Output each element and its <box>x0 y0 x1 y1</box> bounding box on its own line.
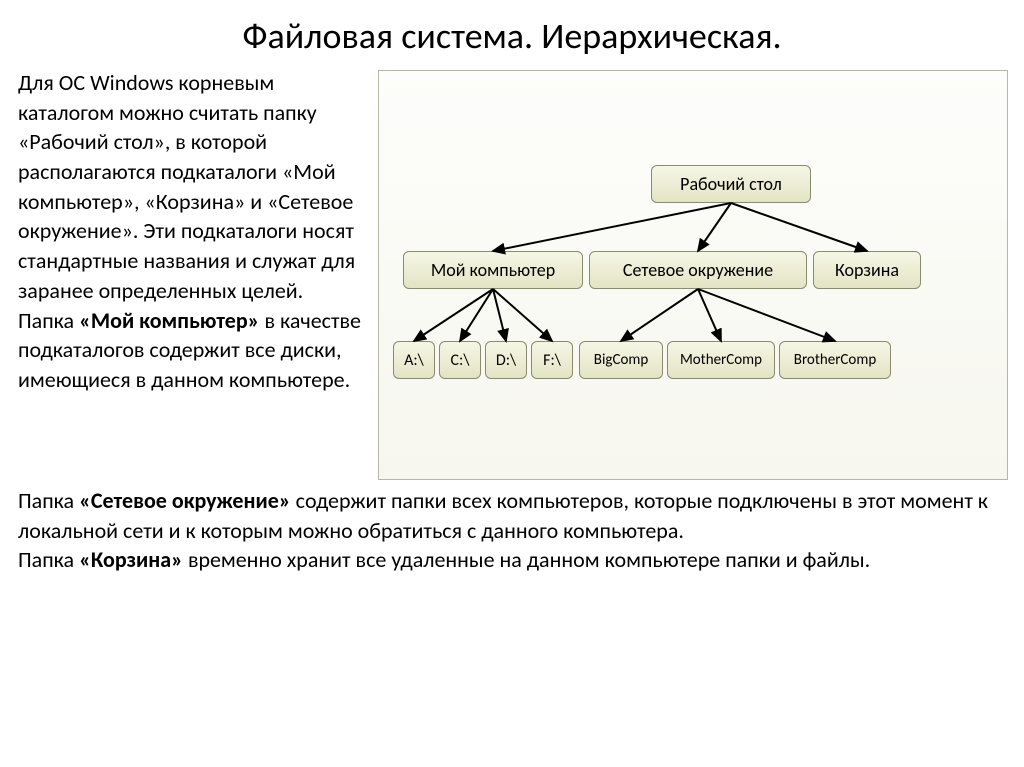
node-f: F:\ <box>531 341 573 379</box>
node-big: BigComp <box>579 341 663 379</box>
edge-mycomp-a <box>414 289 493 341</box>
node-d: D:\ <box>485 341 527 379</box>
para2-prefix: Папка <box>18 307 79 334</box>
node-brother: BrotherComp <box>779 341 891 379</box>
edge-mycomp-d <box>493 289 506 341</box>
edge-mycomp-c <box>460 289 493 341</box>
left-text-block: Для ОС Windows корневым каталогом можно … <box>0 68 378 395</box>
para4-suffix: временно хранит все удаленные на данном … <box>183 546 870 573</box>
content-row: Для ОС Windows корневым каталогом можно … <box>0 68 1024 480</box>
edge-mycomp-f <box>493 289 552 341</box>
edge-root-netenv <box>698 203 731 251</box>
edge-root-trash <box>731 203 867 251</box>
edge-root-mycomp <box>493 203 731 251</box>
para2-bold: «Мой компьютер» <box>79 307 259 334</box>
para3-prefix: Папка <box>18 487 79 514</box>
node-c: C:\ <box>439 341 481 379</box>
node-root: Рабочий стол <box>651 165 811 203</box>
node-trash: Корзина <box>813 251 921 289</box>
hierarchy-diagram: Рабочий стол Мой компьютерСетевое окружен… <box>378 70 1008 480</box>
node-netenv: Сетевое окружение <box>589 251 807 289</box>
para4-prefix: Папка <box>18 546 79 573</box>
edge-netenv-mother <box>698 289 721 341</box>
para4-bold: «Корзина» <box>79 546 183 573</box>
node-a: A:\ <box>393 341 435 379</box>
para3-bold: «Сетевое окружение» <box>79 487 291 514</box>
edge-netenv-brother <box>698 289 835 341</box>
node-mother: MotherComp <box>667 341 775 379</box>
para1: Для ОС Windows корневым каталогом можно … <box>18 69 355 304</box>
edge-netenv-big <box>621 289 698 341</box>
page-title: Файловая система. Иерархическая. <box>0 0 1024 68</box>
node-mycomp: Мой компьютер <box>403 251 583 289</box>
bottom-text-block: Папка «Сетевое окружение» содержит папки… <box>0 486 1024 575</box>
